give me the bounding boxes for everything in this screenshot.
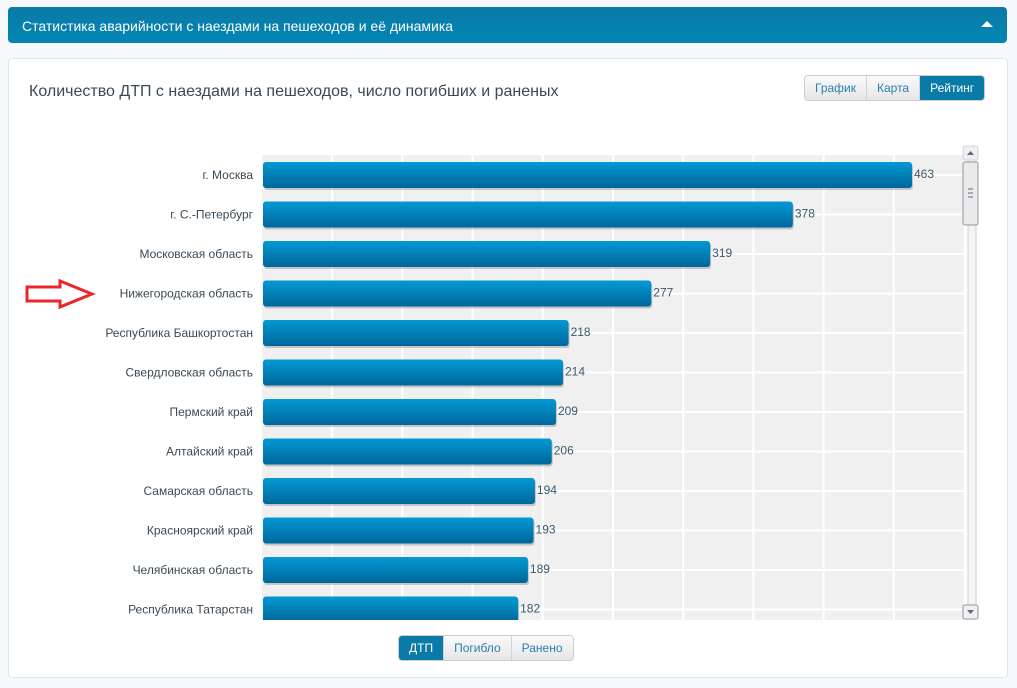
bar[interactable] xyxy=(263,517,534,544)
bar[interactable] xyxy=(263,557,528,583)
category-label: г. Москва xyxy=(202,168,253,182)
tab-dtp[interactable]: ДТП xyxy=(399,636,445,660)
category-label: Алтайский край xyxy=(166,445,253,459)
value-label: 218 xyxy=(571,325,591,339)
bar[interactable] xyxy=(263,399,556,425)
category-label: Республика Татарстан xyxy=(128,603,253,617)
view-tabs: График Карта Рейтинг xyxy=(804,75,986,101)
value-label: 209 xyxy=(558,404,578,418)
grip-icon xyxy=(968,188,973,198)
category-label: Свердловская область xyxy=(126,366,253,380)
tab-injured[interactable]: Ранено xyxy=(511,636,573,660)
value-label: 319 xyxy=(712,246,732,260)
tab-map[interactable]: Карта xyxy=(867,76,921,100)
value-labels: 463 378 319 277 218 214 209 206 194 193 189 182 xyxy=(520,167,934,616)
bar[interactable] xyxy=(263,359,563,386)
value-label: 463 xyxy=(914,167,934,181)
value-label: 277 xyxy=(653,286,673,300)
section-title: Статистика аварийности с наездами на пеш… xyxy=(22,18,454,34)
red-arrow-right-icon xyxy=(25,278,96,310)
tab-killed[interactable]: Погибло xyxy=(444,636,512,660)
tab-graph[interactable]: График xyxy=(805,76,867,100)
category-label: Московская область xyxy=(139,247,253,261)
category-label: Челябинская область xyxy=(133,563,253,577)
value-label: 378 xyxy=(795,207,815,221)
section-header[interactable]: Статистика аварийности с наездами на пеш… xyxy=(8,7,1007,43)
bar[interactable] xyxy=(263,596,519,623)
value-label: 189 xyxy=(530,562,550,576)
bar[interactable] xyxy=(263,438,552,465)
bar[interactable] xyxy=(263,280,652,307)
scrollbar[interactable] xyxy=(962,145,979,620)
bar[interactable] xyxy=(263,478,535,504)
bar[interactable] xyxy=(263,241,711,267)
value-label: 193 xyxy=(536,523,556,537)
category-label: Нижегородская область xyxy=(120,287,253,301)
category-label: Красноярский край xyxy=(147,524,253,538)
category-label: Республика Башкортостан xyxy=(105,326,253,340)
category-label: г. С.-Петербург xyxy=(170,208,253,222)
category-labels: г. Москва г. С.-Петербург Московская облас… xyxy=(105,168,253,617)
category-label: Самарская область xyxy=(143,484,253,498)
bar[interactable] xyxy=(263,162,912,188)
value-label: 182 xyxy=(520,602,540,616)
category-label: Пермский край xyxy=(169,405,253,419)
scroll-down-icon xyxy=(967,610,974,614)
chart-title: Количество ДТП с наездами на пешеходов, … xyxy=(29,83,559,100)
value-label: 194 xyxy=(537,483,557,497)
caret-up-icon[interactable] xyxy=(981,21,993,27)
scroll-up-icon xyxy=(967,151,974,155)
metric-tabs: ДТП Погибло Ранено xyxy=(398,635,574,661)
bar[interactable] xyxy=(263,201,793,228)
tab-rating[interactable]: Рейтинг xyxy=(920,76,985,100)
value-label: 214 xyxy=(565,365,585,379)
bars xyxy=(263,162,913,623)
bar[interactable] xyxy=(263,320,569,346)
value-label: 206 xyxy=(554,444,574,458)
